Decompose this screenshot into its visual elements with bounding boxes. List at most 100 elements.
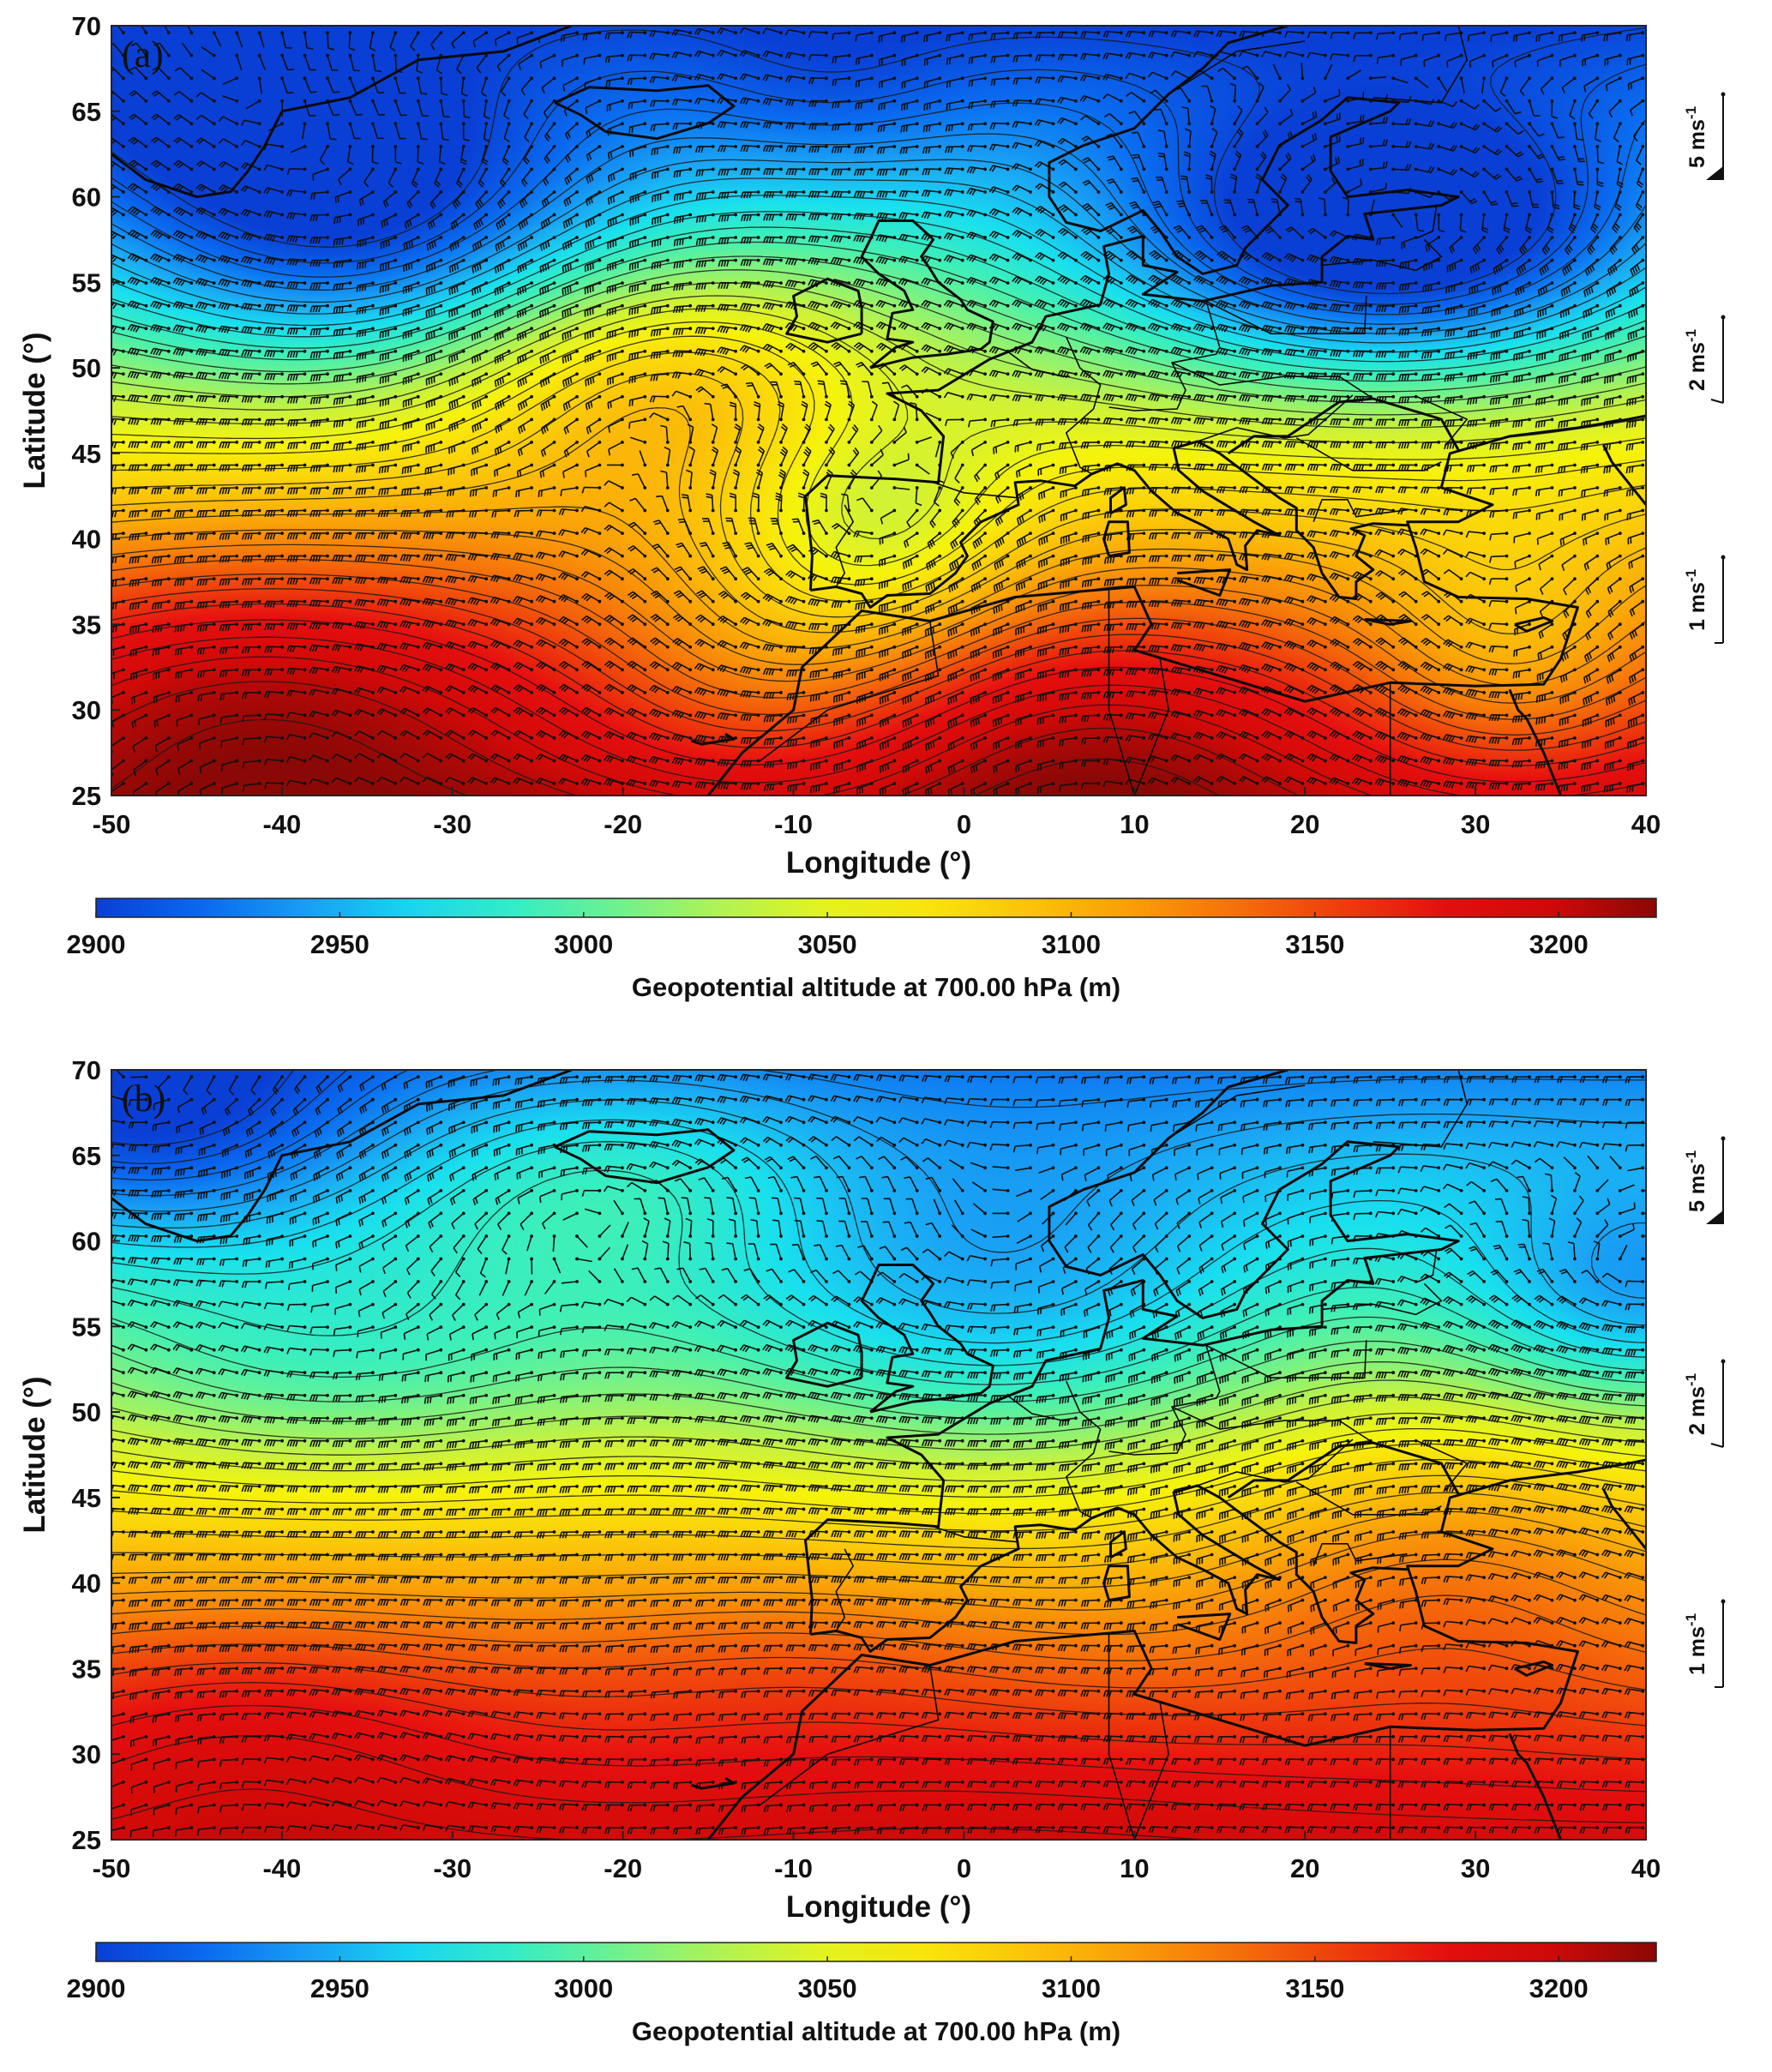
- wind-scale: 5 ms-1 2 ms-1 1 ms-1: [1683, 92, 1726, 644]
- contour-3065: [111, 335, 1646, 586]
- contour-3155: [111, 588, 1646, 751]
- x-tick-label: 0: [957, 809, 971, 839]
- x-tick-label: -40: [262, 1853, 301, 1883]
- y-tick-label: 60: [72, 1227, 101, 1257]
- wind-scale-key: 2 ms-1: [1683, 1359, 1726, 1448]
- colorbar-tick-label: 3150: [1285, 1973, 1344, 2003]
- x-tick-label: -30: [433, 809, 472, 839]
- x-tick-label: 20: [1290, 809, 1319, 839]
- scale-dot: [1721, 315, 1726, 320]
- y-tick-label: 30: [72, 695, 101, 725]
- colorbar-gradient: [95, 1942, 1657, 1962]
- y-tick-label: 50: [72, 1397, 101, 1427]
- contour-3215: [111, 718, 1220, 796]
- wind-scale-sup: -1: [1683, 106, 1699, 119]
- y-tick-label: 35: [72, 610, 101, 640]
- wind-scale-label: 2 ms-1: [1683, 1373, 1709, 1435]
- contour-2915: [111, 63, 1646, 305]
- wind-scale-sup: -1: [1683, 1613, 1699, 1626]
- y-tick-label: 50: [72, 353, 101, 383]
- x-tick-label: 10: [1120, 1853, 1149, 1883]
- colorbar-label: Geopotential altitude at 700.00 hPa (m): [632, 972, 1120, 1002]
- contour-3205: [111, 681, 1300, 796]
- x-tick-label: -10: [774, 809, 813, 839]
- scale-dot: [1721, 1599, 1726, 1604]
- contour-3055: [111, 321, 1646, 567]
- wind-scale-sup: -1: [1683, 1373, 1699, 1386]
- x-tick-label: 10: [1120, 809, 1149, 839]
- contour-3125: [111, 544, 1646, 704]
- colorbar: 2900 2950 3000 3050 3100 3150 3200 Geopotential…: [67, 898, 1657, 1002]
- colorbar-tick-label: 3000: [554, 1973, 613, 2003]
- x-tick-label: -50: [93, 1853, 131, 1883]
- wind-scale: 5 ms-1 2 ms-1 1 ms-1: [1683, 1136, 1726, 1688]
- x-tick-label: 20: [1290, 1853, 1319, 1883]
- colorbar-tick-label: 2900: [67, 929, 126, 959]
- contour-2945: [111, 159, 1646, 334]
- panel-a: -50 -40 -30 -20 -10 0 10 20 30 40 Longitude (°) 70 6…: [18, 11, 1726, 1002]
- colorbar-label: Geopotential altitude at 700.00 hPa (m): [632, 2016, 1120, 2046]
- contour-3095: [111, 407, 1646, 635]
- colorbar-tick-label: 3050: [798, 929, 857, 959]
- y-tick-label: 25: [72, 781, 101, 811]
- wind-barbs: [111, 26, 1645, 796]
- x-axis-label: Longitude (°): [786, 846, 971, 880]
- colorbar-gradient: [95, 898, 1657, 918]
- y-tick-label: 60: [72, 183, 101, 213]
- x-tick-label: -10: [774, 1853, 813, 1883]
- colorbar-tick-label: 3200: [1529, 1973, 1589, 2003]
- wind-scale-sup: -1: [1683, 1150, 1699, 1163]
- x-tick-label: -20: [604, 809, 642, 839]
- y-tick-label: 30: [72, 1739, 101, 1769]
- y-tick-label: 40: [72, 1569, 101, 1599]
- x-tick-label: 30: [1461, 1853, 1490, 1883]
- y-tick-label: 65: [72, 97, 101, 127]
- wind-scale-sup: -1: [1683, 569, 1699, 582]
- scale-dot: [1721, 555, 1726, 560]
- colorbar-tick-label: 3100: [1042, 929, 1101, 959]
- scale-barb: [1710, 399, 1724, 404]
- colorbar-tick-label: 2950: [310, 929, 369, 959]
- wind-scale-key: 5 ms-1: [1683, 92, 1726, 180]
- colorbar-tick-label: 3050: [798, 1973, 857, 2003]
- scale-dot: [1721, 92, 1726, 97]
- wind-scale-label: 1 ms-1: [1683, 569, 1709, 631]
- colorbar-tick-label: 2950: [310, 1973, 369, 2003]
- y-tick-label: 35: [72, 1654, 101, 1684]
- wind-scale-key: 2 ms-1: [1683, 315, 1726, 404]
- y-tick-label: 70: [72, 1055, 101, 1085]
- wind-scale-label: 5 ms-1: [1683, 106, 1709, 168]
- y-tick-label: 70: [72, 11, 101, 41]
- contour-2975: [111, 211, 1646, 363]
- y-tick-label: 65: [72, 1141, 101, 1171]
- y-tick-label: 25: [72, 1825, 101, 1855]
- scale-dot: [1721, 1136, 1726, 1141]
- x-tick-label: 30: [1461, 809, 1490, 839]
- x-tick-label: 40: [1631, 1853, 1661, 1883]
- panel-label: (a): [122, 33, 164, 75]
- colorbar-tick-label: 3200: [1529, 929, 1589, 959]
- y-tick-label: 40: [72, 525, 101, 555]
- panel-label: (b): [122, 1078, 165, 1120]
- colorbar-tick-label: 3000: [554, 929, 613, 959]
- wind-scale-sup: -1: [1683, 329, 1699, 342]
- x-tick-label: 40: [1631, 809, 1661, 839]
- x-tick-label: -40: [262, 809, 301, 839]
- contour-3195: [111, 656, 1373, 796]
- y-tick-label: 55: [72, 267, 101, 297]
- y-axis-label: Latitude (°): [18, 332, 51, 489]
- wind-scale-label: 1 ms-1: [1683, 1613, 1709, 1675]
- y-tick-label: 55: [72, 1312, 101, 1342]
- y-axis-label: Latitude (°): [18, 1376, 51, 1533]
- wind-scale-label: 5 ms-1: [1683, 1150, 1709, 1212]
- x-tick-label: -50: [93, 809, 131, 839]
- plot-area: [111, 26, 1646, 796]
- colorbar-tick-label: 3150: [1285, 929, 1344, 959]
- y-tick-label: 45: [72, 439, 101, 469]
- colorbar-tick-label: 2900: [67, 1973, 126, 2003]
- colorbar-tick-label: 3100: [1042, 1973, 1101, 2003]
- wind-scale-key: 1 ms-1: [1683, 1599, 1726, 1688]
- colorbar: 2900 2950 3000 3050 3100 3150 3200 Geopotential…: [67, 1942, 1657, 2046]
